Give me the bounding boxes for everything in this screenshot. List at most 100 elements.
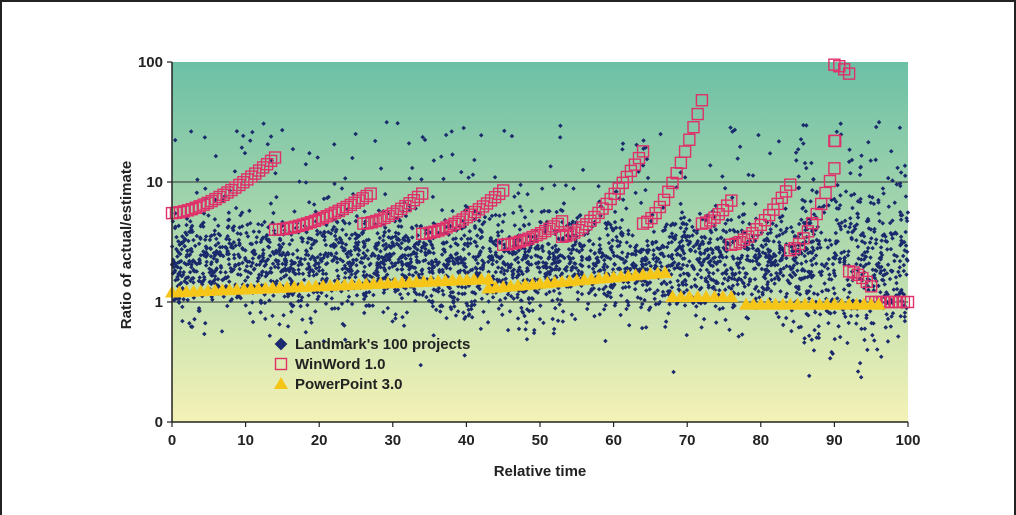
- landmark-point: [261, 251, 266, 256]
- landmark-point: [295, 255, 300, 261]
- landmark-point: [644, 288, 649, 293]
- landmark-point: [544, 261, 549, 266]
- landmark-point: [436, 285, 442, 291]
- landmark-point: [375, 265, 380, 271]
- winword-point: [296, 218, 310, 231]
- landmark-point: [778, 289, 783, 294]
- landmark-point: [808, 258, 814, 263]
- landmark-point: [223, 270, 228, 275]
- landmark-point: [699, 275, 704, 280]
- landmark-point: [895, 334, 901, 339]
- landmark-point: [738, 277, 744, 283]
- x-tick-label: 50: [532, 432, 549, 449]
- landmark-point: [174, 296, 180, 301]
- landmark-point: [486, 299, 491, 304]
- landmark-point: [393, 312, 398, 317]
- landmark-point: [466, 311, 472, 317]
- landmark-point: [470, 302, 475, 308]
- landmark-point: [791, 256, 796, 262]
- winword-point: [662, 185, 675, 199]
- landmark-point: [323, 261, 329, 267]
- landmark-point: [375, 269, 380, 275]
- winword-point: [851, 268, 865, 282]
- winword-point: [563, 228, 577, 241]
- landmark-point: [671, 369, 676, 375]
- landmark-point: [888, 324, 894, 329]
- landmark-point: [826, 310, 832, 315]
- landmark-point: [398, 245, 404, 251]
- landmark-point: [808, 284, 813, 289]
- landmark-point: [672, 266, 677, 271]
- landmark-point: [872, 338, 877, 343]
- landmark-point: [524, 268, 529, 274]
- landmark-point: [768, 272, 774, 278]
- landmark-point: [779, 257, 785, 263]
- landmark-point: [300, 271, 306, 277]
- landmark-point: [842, 255, 848, 260]
- landmark-point: [385, 305, 391, 311]
- landmark-point: [262, 300, 268, 306]
- landmark-point: [283, 262, 288, 268]
- winword-point: [428, 225, 441, 238]
- landmark-point: [223, 275, 228, 280]
- landmark-point: [436, 260, 442, 265]
- landmark-point: [626, 322, 632, 328]
- landmark-point: [268, 265, 274, 271]
- landmark-point: [798, 324, 804, 330]
- landmark-point: [715, 267, 720, 273]
- landmark-point: [276, 265, 281, 270]
- landmark-point: [494, 259, 500, 265]
- landmark-point: [323, 301, 329, 306]
- winword-point: [518, 234, 531, 247]
- landmark-point: [552, 305, 558, 311]
- winword-point: [828, 162, 841, 175]
- landmark-point: [768, 288, 774, 294]
- landmark-point: [263, 259, 269, 264]
- landmark-point: [349, 301, 355, 307]
- landmark-point: [523, 327, 528, 332]
- landmark-point: [267, 333, 273, 339]
- landmark-point: [348, 252, 354, 258]
- landmark-point: [756, 289, 761, 294]
- landmark-point: [289, 262, 294, 267]
- winword-point: [284, 221, 298, 234]
- landmark-point: [390, 235, 395, 240]
- winword-point: [865, 280, 878, 293]
- y-axis-label: Ratio of actual/estimate: [118, 161, 135, 329]
- winword-point: [424, 226, 437, 239]
- landmark-point: [841, 287, 847, 292]
- landmark-point: [270, 313, 275, 319]
- landmark-point: [306, 200, 312, 205]
- landmark-point: [559, 298, 564, 303]
- landmark-point: [277, 245, 283, 251]
- landmark-point: [901, 262, 907, 268]
- landmark-point: [471, 254, 476, 260]
- landmark-point: [705, 279, 710, 285]
- landmark-point: [378, 166, 384, 171]
- landmark-point: [412, 265, 418, 271]
- landmark-point: [524, 320, 529, 325]
- landmark-point: [406, 237, 412, 243]
- landmark-point: [384, 272, 390, 277]
- landmark-point: [440, 303, 445, 309]
- landmark-point: [497, 297, 503, 303]
- landmark-point: [868, 255, 873, 260]
- landmark-point: [449, 306, 454, 312]
- landmark-point: [382, 268, 388, 274]
- landmark-point: [626, 303, 631, 308]
- landmark-point: [826, 276, 832, 282]
- landmark-point: [285, 324, 291, 329]
- landmark-point: [207, 270, 212, 275]
- landmark-point: [499, 266, 505, 271]
- landmark-point: [831, 268, 837, 273]
- landmark-point: [395, 267, 400, 272]
- landmark-point: [798, 277, 804, 282]
- landmark-point: [862, 337, 867, 343]
- landmark-point: [813, 261, 819, 266]
- landmark-point: [717, 259, 723, 264]
- landmark-point: [704, 255, 710, 261]
- winword-point: [725, 238, 738, 251]
- landmark-point: [458, 255, 463, 260]
- landmark-point: [198, 252, 204, 258]
- landmark-point: [593, 292, 598, 298]
